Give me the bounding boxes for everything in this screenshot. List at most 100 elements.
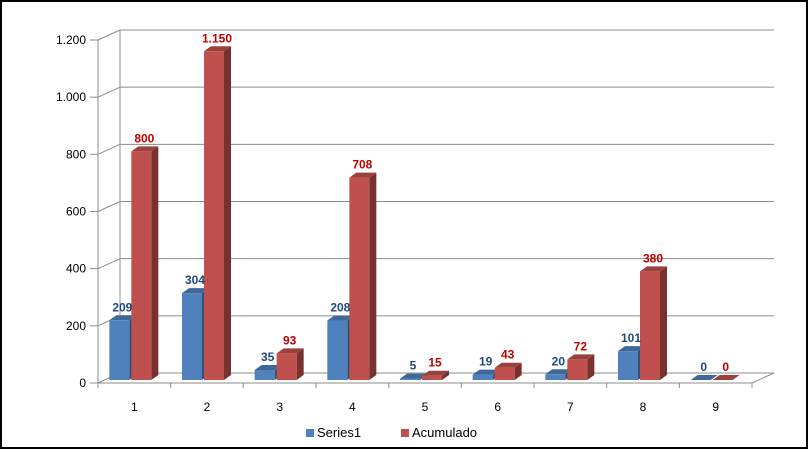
bar-side bbox=[514, 362, 522, 380]
data-label-acumulado: 15 bbox=[428, 356, 442, 370]
y-tick-label: 600 bbox=[66, 205, 86, 219]
bar-top bbox=[349, 172, 377, 178]
bar-top bbox=[567, 354, 595, 360]
gridline-side bbox=[97, 29, 121, 41]
bar-series1-9 bbox=[690, 375, 718, 380]
data-label-acumulado: 72 bbox=[574, 339, 588, 353]
y-tick-label: 400 bbox=[66, 262, 86, 276]
bar-acumulado-1 bbox=[131, 146, 159, 380]
y-tick-label: 200 bbox=[66, 319, 86, 333]
x-tick-label: 1 bbox=[131, 400, 138, 414]
bar-side bbox=[151, 146, 159, 380]
bar-front bbox=[109, 320, 130, 380]
y-tick-label: 800 bbox=[66, 147, 86, 161]
bar-front bbox=[182, 293, 202, 380]
bar-front bbox=[400, 378, 420, 380]
bar-side bbox=[369, 172, 377, 380]
y-tick-label: 1.200 bbox=[56, 33, 86, 47]
bar-side bbox=[296, 348, 304, 380]
gridline-side bbox=[97, 201, 121, 212]
data-labels: 209 800 304 1.150 35 93 208 708 5 15 19 43 20 72 101 38… bbox=[112, 31, 729, 374]
data-label-acumulado: 43 bbox=[501, 348, 515, 362]
legend-item-series1: Series1 bbox=[306, 425, 361, 440]
data-label-series1: 101 bbox=[621, 331, 641, 345]
legend-swatch bbox=[401, 429, 409, 437]
data-label-series1: 5 bbox=[410, 359, 417, 373]
gridline-side bbox=[97, 86, 121, 98]
bar-top bbox=[618, 346, 645, 352]
data-label-acumulado: 380 bbox=[643, 251, 663, 265]
bar-top bbox=[276, 348, 304, 354]
bar-front bbox=[472, 374, 493, 380]
bar-front bbox=[494, 367, 515, 380]
x-tick-label: 3 bbox=[276, 400, 283, 414]
bar-top bbox=[640, 266, 667, 272]
bar-top bbox=[712, 375, 740, 380]
bar-front bbox=[640, 271, 660, 380]
bar-acumulado-5 bbox=[422, 370, 449, 380]
bar-top bbox=[327, 315, 355, 321]
gridline-side bbox=[97, 258, 121, 270]
data-label-series1: 35 bbox=[261, 350, 275, 364]
bar-top bbox=[422, 370, 449, 376]
bar-top bbox=[545, 369, 573, 375]
bar-front bbox=[349, 177, 370, 380]
x-tick-label: 6 bbox=[494, 400, 501, 414]
bar-front bbox=[254, 369, 275, 380]
bar-acumulado-8 bbox=[640, 266, 667, 380]
bar-front bbox=[422, 375, 442, 380]
bar-top bbox=[182, 288, 209, 294]
bar-front bbox=[131, 151, 152, 380]
data-label-series1: 208 bbox=[330, 301, 350, 315]
bar-front bbox=[327, 320, 348, 380]
bar-front bbox=[545, 374, 566, 380]
bar-front bbox=[276, 353, 297, 380]
bar-side bbox=[442, 370, 449, 380]
data-label-acumulado: 93 bbox=[283, 333, 297, 347]
bar-top bbox=[254, 364, 282, 370]
legend-label: Series1 bbox=[317, 425, 361, 440]
bar-top bbox=[204, 46, 231, 52]
gridline-side bbox=[97, 143, 121, 155]
data-label-series1: 209 bbox=[112, 300, 132, 314]
bar-top bbox=[400, 373, 427, 379]
data-label-series1: 304 bbox=[185, 273, 205, 287]
bar-side bbox=[224, 46, 231, 381]
data-label-acumulado: 1.150 bbox=[202, 31, 232, 45]
bar-acumulado-9 bbox=[712, 375, 740, 380]
bars bbox=[109, 46, 740, 381]
bar-front bbox=[204, 51, 224, 381]
y-tick-label: 0 bbox=[79, 376, 86, 390]
bar-top bbox=[690, 375, 718, 380]
y-tick-label: 1.000 bbox=[56, 90, 86, 104]
x-tick-label: 2 bbox=[204, 400, 211, 414]
legend: Series1 Acumulado bbox=[306, 425, 477, 440]
data-label-series1: 0 bbox=[700, 360, 707, 374]
x-tick-label: 7 bbox=[567, 400, 574, 414]
bar-top bbox=[109, 315, 137, 321]
x-tick-label: 5 bbox=[422, 400, 429, 414]
data-label-acumulado: 0 bbox=[722, 360, 729, 374]
bar-side bbox=[587, 354, 595, 380]
x-tick-label: 4 bbox=[349, 400, 356, 414]
bar-front bbox=[567, 359, 588, 380]
bar-acumulado-3 bbox=[276, 348, 304, 380]
legend-item-acumulado: Acumulado bbox=[401, 425, 477, 440]
bar-side bbox=[660, 266, 667, 380]
bar-acumulado-2 bbox=[204, 46, 231, 381]
bar-acumulado-4 bbox=[349, 172, 377, 380]
data-label-series1: 19 bbox=[479, 355, 493, 369]
legend-swatch bbox=[306, 429, 314, 437]
data-label-acumulado: 708 bbox=[352, 158, 372, 172]
bar-front bbox=[618, 351, 638, 380]
x-tick-label: 9 bbox=[712, 400, 719, 414]
data-label-acumulado: 800 bbox=[134, 131, 154, 145]
bar-top bbox=[131, 146, 159, 152]
x-tick-label: 8 bbox=[640, 400, 647, 414]
bar-acumulado-7 bbox=[567, 354, 595, 380]
legend-label: Acumulado bbox=[412, 425, 477, 440]
bar-top bbox=[494, 362, 522, 368]
bar-acumulado-6 bbox=[494, 362, 522, 380]
bar-top bbox=[472, 369, 500, 375]
